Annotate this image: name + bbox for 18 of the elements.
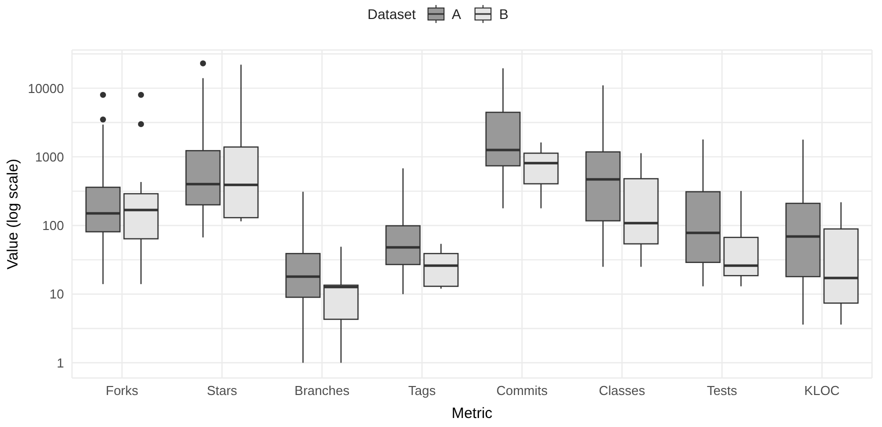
legend-label: A xyxy=(452,6,462,22)
y-tick-label: 10 xyxy=(50,286,64,302)
y-tick-label: 100 xyxy=(42,218,64,234)
x-tick-label: Tests xyxy=(706,383,738,398)
x-tick-label: Classes xyxy=(598,383,646,398)
x-tick-label: KLOC xyxy=(804,383,840,398)
legend-title: Dataset xyxy=(368,6,416,22)
legend-label: B xyxy=(499,6,508,22)
x-tick-label: Commits xyxy=(496,383,548,398)
y-tick-label: 1 xyxy=(56,355,64,370)
x-tick-label: Branches xyxy=(294,383,350,398)
y-axis-title: Value (log scale) xyxy=(4,158,22,270)
x-tick-label: Stars xyxy=(206,383,238,398)
x-tick-label: Tags xyxy=(408,383,436,398)
y-tick-label: 1000 xyxy=(35,149,64,164)
x-tick-label: Forks xyxy=(106,383,139,398)
y-tick-label: 10000 xyxy=(28,80,64,96)
x-axis-title: Metric xyxy=(452,405,493,422)
